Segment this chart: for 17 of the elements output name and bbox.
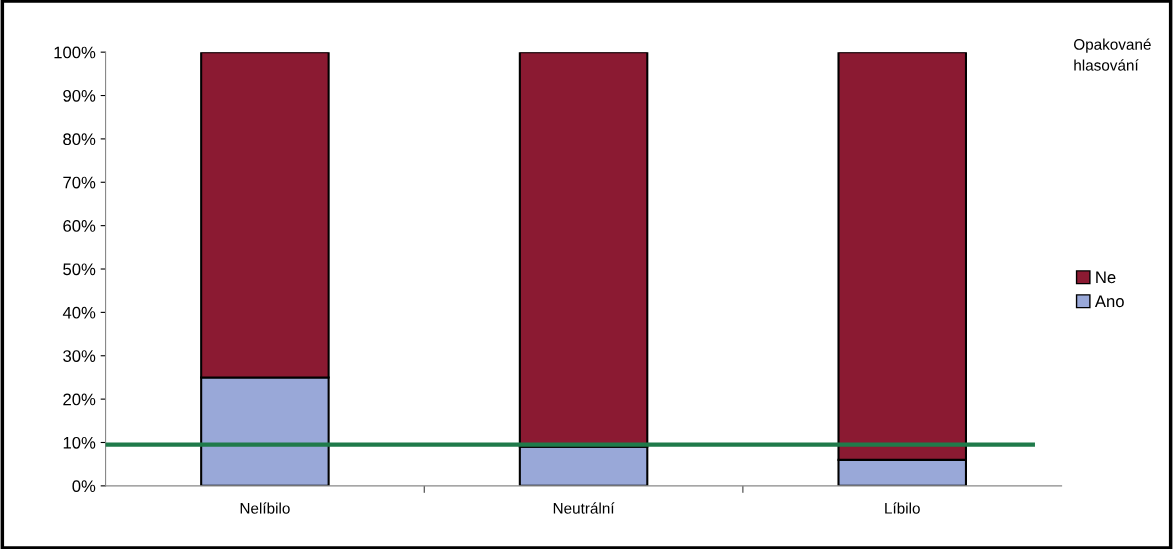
y-tick-label: 70% [63,176,96,189]
legend-label: Ano [1094,295,1124,308]
legend-label: Ne [1096,271,1116,284]
y-tick-label: 90% [63,89,96,102]
y-tick-label: 50% [63,263,96,276]
x-tick-label: Neutrální [553,502,615,514]
y-tick-label: 60% [63,220,96,232]
y-tick-label: 10% [63,436,96,449]
y-tick-label: 0% [72,480,96,493]
x-tick-label: Líbilo [885,502,920,514]
y-tick-label: 100% [54,46,96,59]
y-tick-label: 40% [62,306,96,319]
y-tick-label: 20% [63,393,96,406]
y-tick-label: 30% [63,350,96,362]
x-tick-label: Nelíbilo [240,502,290,514]
legend-title: Opakované hlasování [1074,38,1151,71]
y-tick-label: 80% [63,133,96,146]
